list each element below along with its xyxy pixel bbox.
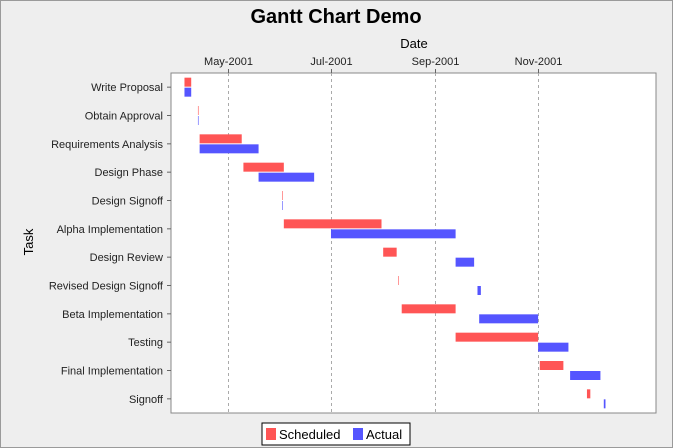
gridlines: [228, 73, 539, 413]
scheduled-bar: [401, 304, 456, 314]
legend-label-actual: Actual: [366, 427, 402, 442]
task-label: Write Proposal: [91, 82, 163, 94]
scheduled-bar: [197, 106, 199, 115]
legend: Scheduled Actual: [261, 422, 411, 446]
actual-bar: [570, 371, 601, 380]
actual-bar: [197, 116, 199, 125]
actual-bar: [184, 87, 192, 97]
legend-box: [261, 422, 411, 446]
x-tick-label: Nov-2001: [515, 56, 563, 68]
scheduled-bar: [398, 276, 399, 285]
scheduled-bar: [243, 162, 284, 172]
actual-bar: [477, 286, 481, 295]
actual-bar: [258, 172, 315, 182]
chart-title: Gantt Chart Demo: [250, 6, 421, 28]
y-axis-label: Task: [21, 228, 36, 255]
x-tick-label: Sep-2001: [412, 56, 460, 68]
actual-bar: [538, 342, 569, 352]
scheduled-bar: [184, 77, 192, 87]
scheduled-bar: [539, 361, 564, 370]
task-label: Alpha Implementation: [57, 224, 163, 236]
actual-bar: [479, 314, 539, 324]
scheduled-bar: [455, 332, 539, 342]
legend-swatch-scheduled: [266, 428, 276, 440]
task-label: Design Signoff: [92, 196, 164, 208]
actual-bar: [455, 257, 475, 267]
y-axis-ticks: Write Proposal Obtain Approval Requirement…: [49, 82, 171, 406]
plot-area: [170, 72, 657, 414]
task-label: Revised Design Signoff: [49, 281, 164, 293]
scheduled-bar: [199, 134, 242, 144]
legend-label-scheduled: Scheduled: [279, 427, 340, 442]
x-axis-label: Date: [400, 36, 427, 51]
gantt-bars: [184, 77, 606, 409]
task-label: Design Review: [90, 252, 163, 264]
x-tick-label: May-2001: [204, 56, 253, 68]
actual-bar: [330, 229, 456, 239]
actual-bar: [282, 201, 283, 210]
scheduled-bar: [383, 247, 397, 257]
task-label: Signoff: [129, 394, 164, 406]
task-label: Testing: [128, 337, 163, 349]
scheduled-bar: [283, 219, 382, 229]
scheduled-bar: [282, 191, 283, 200]
task-label: Final Implementation: [61, 366, 163, 378]
actual-bar: [603, 399, 606, 409]
x-tick-label: Jul-2001: [310, 56, 352, 68]
legend-swatch-actual: [353, 428, 363, 440]
x-axis-ticks: May-2001 Jul-2001 Sep-2001 Nov-2001: [204, 56, 562, 73]
scheduled-bar: [586, 389, 591, 399]
task-label: Requirements Analysis: [51, 139, 163, 151]
task-label: Design Phase: [95, 167, 164, 179]
task-label: Obtain Approval: [85, 111, 163, 123]
task-label: Beta Implementation: [62, 309, 163, 321]
actual-bar: [199, 144, 259, 154]
